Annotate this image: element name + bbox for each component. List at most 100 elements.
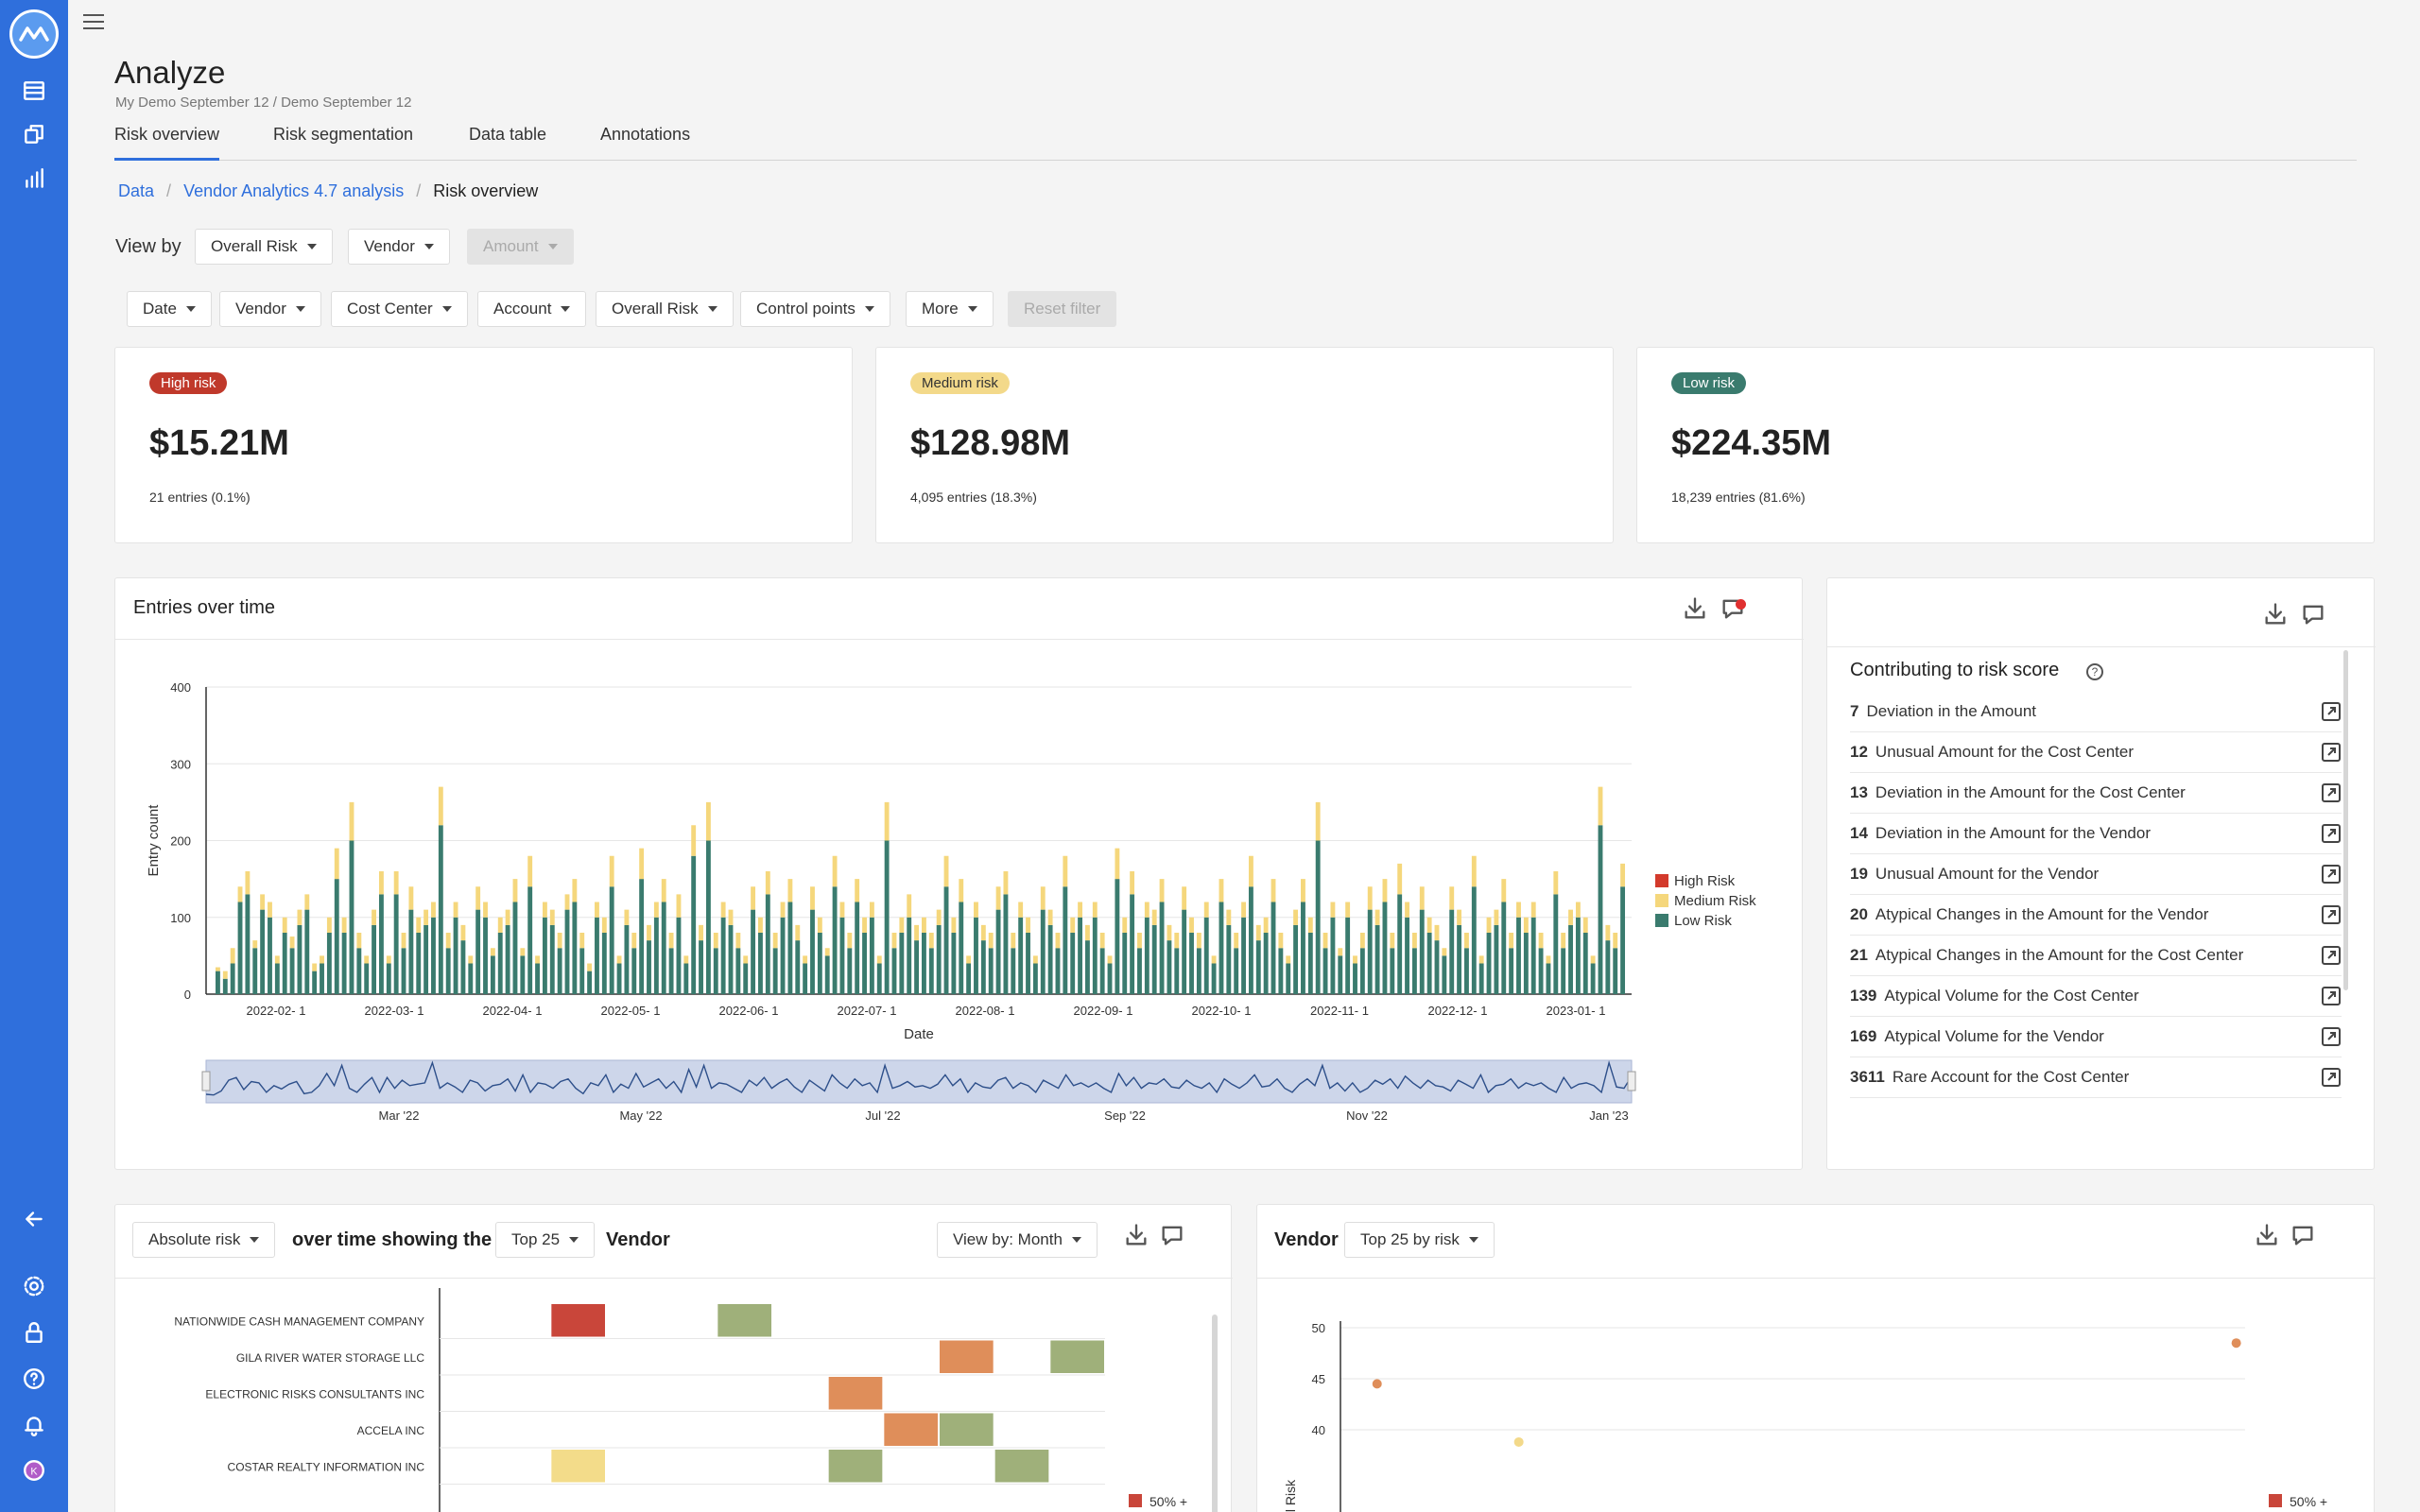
list-item[interactable]: 139 Atypical Volume for the Cost Center: [1850, 976, 2342, 1017]
comment-icon[interactable]: [2300, 601, 2326, 627]
bar-medium-risk: [527, 855, 533, 887]
view-by-overall-risk-dropdown[interactable]: Overall Risk: [195, 229, 333, 265]
bar-medium-risk: [393, 871, 399, 895]
nav-copy-icon[interactable]: [17, 117, 51, 151]
breadcrumb-separator: /: [416, 181, 422, 200]
scrollbar[interactable]: [2343, 650, 2348, 990]
bar-medium-risk: [453, 902, 458, 918]
absolute-risk-dropdown[interactable]: Absolute risk: [132, 1222, 276, 1258]
gear-icon[interactable]: [17, 1269, 51, 1303]
help-icon[interactable]: ?: [2086, 663, 2103, 680]
bar-medium-risk: [222, 971, 228, 979]
nav-data-icon[interactable]: [17, 74, 51, 108]
download-icon[interactable]: [2262, 601, 2289, 627]
download-icon[interactable]: [2254, 1222, 2280, 1248]
bar-medium-risk: [1390, 933, 1395, 949]
top-25-dropdown[interactable]: Top 25: [495, 1222, 596, 1258]
list-item[interactable]: 19 Unusual Amount for the Vendor: [1850, 854, 2342, 895]
user-avatar-icon[interactable]: K: [17, 1453, 51, 1487]
bar-medium-risk: [1189, 917, 1194, 933]
breadcrumb-data[interactable]: Data: [118, 181, 155, 200]
download-icon[interactable]: [1123, 1222, 1150, 1248]
lock-icon[interactable]: [17, 1315, 51, 1349]
bell-icon[interactable]: [17, 1408, 51, 1442]
bar-medium-risk: [1003, 871, 1009, 895]
bar-medium-risk: [1130, 871, 1135, 895]
tab-data-table[interactable]: Data table: [469, 125, 547, 144]
list-item[interactable]: 13 Deviation in the Amount for the Cost C…: [1850, 773, 2342, 814]
bar-medium-risk: [274, 955, 280, 964]
bar-low-risk: [401, 948, 406, 994]
collapse-arrow-icon[interactable]: [17, 1202, 51, 1236]
filter-date[interactable]: Date: [127, 291, 212, 327]
filter-more[interactable]: More: [906, 291, 994, 327]
bar-medium-risk: [639, 848, 645, 880]
external-link-icon[interactable]: [2321, 701, 2342, 722]
external-link-icon[interactable]: [2321, 1067, 2342, 1088]
external-link-icon[interactable]: [2321, 823, 2342, 844]
app-logo[interactable]: [9, 9, 59, 59]
bar-low-risk: [668, 948, 674, 994]
list-item[interactable]: 7 Deviation in the Amount: [1850, 692, 2342, 732]
bar-low-risk: [1457, 924, 1462, 994]
list-item[interactable]: 21 Atypical Changes in the Amount for the…: [1850, 936, 2342, 976]
external-link-icon[interactable]: [2321, 986, 2342, 1006]
download-icon[interactable]: [1682, 595, 1708, 622]
bar-low-risk: [780, 917, 786, 994]
bar-medium-risk: [230, 948, 235, 964]
breadcrumb-current: Risk overview: [433, 181, 539, 200]
bar-medium-risk: [297, 909, 302, 925]
bar-low-risk: [445, 948, 451, 994]
external-link-icon[interactable]: [2321, 945, 2342, 966]
x-tick-label: 2022-10- 1: [1192, 1004, 1252, 1018]
bar-medium-risk: [564, 894, 570, 910]
breadcrumb-analysis[interactable]: Vendor Analytics 4.7 analysis: [183, 181, 405, 200]
bar-medium-risk: [705, 801, 711, 841]
comment-icon[interactable]: [2290, 1222, 2316, 1248]
bar-low-risk: [1189, 933, 1194, 994]
bar-low-risk: [453, 917, 458, 994]
view-by-month-dropdown[interactable]: View by: Month: [937, 1222, 1098, 1258]
bar-low-risk: [587, 971, 593, 994]
external-link-icon[interactable]: [2321, 904, 2342, 925]
bar-low-risk: [557, 948, 562, 994]
filter-vendor[interactable]: Vendor: [219, 291, 321, 327]
bar-low-risk: [810, 909, 815, 994]
filter-cost-center[interactable]: Cost Center: [331, 291, 468, 327]
external-link-icon[interactable]: [2321, 1026, 2342, 1047]
help-icon[interactable]: [17, 1362, 51, 1396]
list-item[interactable]: 14 Deviation in the Amount for the Vendor: [1850, 814, 2342, 854]
x-tick-label: 2022-03- 1: [365, 1004, 424, 1018]
external-link-icon[interactable]: [2321, 864, 2342, 885]
list-item[interactable]: 3611 Rare Account for the Cost Center: [1850, 1057, 2342, 1098]
list-item[interactable]: 20 Atypical Changes in the Amount for the…: [1850, 895, 2342, 936]
filter-control-points[interactable]: Control points: [740, 291, 890, 327]
external-link-icon[interactable]: [2321, 742, 2342, 763]
filter-account[interactable]: Account: [477, 291, 587, 327]
external-link-icon[interactable]: [2321, 782, 2342, 803]
view-by-label: View by: [115, 236, 182, 257]
filter-overall-risk[interactable]: Overall Risk: [596, 291, 734, 327]
list-item[interactable]: 169 Atypical Volume for the Vendor: [1850, 1017, 2342, 1057]
bar-medium-risk: [341, 917, 347, 933]
hamburger-menu-icon[interactable]: [79, 8, 108, 36]
bar-low-risk: [743, 963, 749, 994]
view-by-vendor-dropdown[interactable]: Vendor: [348, 229, 450, 265]
bar-medium-risk: [1040, 886, 1046, 910]
bar-low-risk: [691, 855, 697, 994]
list-item[interactable]: 12 Unusual Amount for the Cost Center: [1850, 732, 2342, 773]
heatmap-text-mid: over time showing the: [292, 1229, 493, 1250]
bar-low-risk: [1330, 917, 1336, 994]
bar-medium-risk: [445, 933, 451, 949]
bar-low-risk: [460, 940, 466, 994]
tab-annotations[interactable]: Annotations: [600, 125, 691, 144]
tab-risk-segmentation[interactable]: Risk segmentation: [273, 125, 414, 144]
nav-analytics-icon[interactable]: [17, 162, 51, 196]
bar-medium-risk: [1322, 933, 1328, 949]
comment-icon[interactable]: [1159, 1222, 1185, 1248]
bar-medium-risk: [438, 786, 443, 826]
scrollbar[interactable]: [1212, 1314, 1218, 1512]
tab-risk-overview[interactable]: Risk overview: [114, 125, 220, 161]
top-25-by-risk-dropdown[interactable]: Top 25 by risk: [1344, 1222, 1495, 1258]
bar-low-risk: [431, 917, 436, 994]
